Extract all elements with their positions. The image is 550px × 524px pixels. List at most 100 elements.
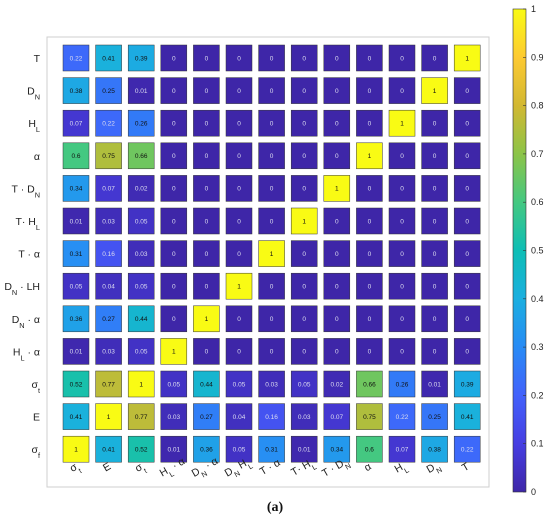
heatmap-cell	[388, 44, 416, 72]
heatmap-cell	[356, 338, 383, 365]
cell-value-label: 0	[172, 218, 176, 225]
cell-value-label: 0	[433, 153, 437, 160]
heatmap-cell	[127, 77, 155, 104]
cell-value-label: 0.39	[461, 381, 474, 388]
heatmap-cell	[95, 109, 122, 137]
heatmap-cell	[225, 338, 253, 365]
heatmap-cell	[388, 370, 416, 398]
heatmap-cell	[421, 272, 448, 300]
heatmap-cell	[388, 272, 416, 300]
heatmap-cell	[258, 175, 285, 202]
cell-value-label: 0	[270, 218, 274, 225]
cell-value-label: 1	[400, 121, 404, 128]
heatmap-cell	[388, 305, 416, 333]
cell-value-label: 0.34	[70, 186, 83, 193]
heatmap-cell	[160, 44, 188, 72]
colorbar-tick-label: 0.8	[531, 101, 544, 111]
cell-value-label: 0.03	[102, 218, 115, 225]
row-tick-label: DN	[27, 86, 40, 102]
cell-value-label: 1	[465, 55, 469, 62]
cell-value-label: 0.77	[102, 381, 115, 388]
cell-value-label: 0.07	[330, 414, 343, 421]
heatmap-cell	[290, 403, 318, 430]
cell-value-label: 0	[302, 121, 306, 128]
heatmap-cell	[62, 338, 90, 365]
heatmap-cell	[193, 272, 220, 300]
cell-value-label: 0.31	[265, 447, 278, 454]
heatmap-cell	[127, 305, 155, 333]
cell-value-label: 0.02	[135, 186, 148, 193]
cell-value-label: 0	[335, 284, 339, 291]
heatmap-cell	[225, 175, 253, 202]
cell-value-label: 0.07	[102, 186, 115, 193]
heatmap-cell	[356, 44, 383, 72]
heatmap-cell	[160, 305, 188, 333]
heatmap-cell	[225, 109, 253, 137]
column-tick-label: σt	[68, 460, 83, 478]
cell-value-label: 1	[205, 316, 209, 323]
cell-value-label: 1	[433, 88, 437, 95]
heatmap-cells: 0.22 0.41 0.39 0 0 0 0 0 0 0 0 0 1 0.38 0.25 0.01 0 0 0 0 0 0…	[62, 44, 481, 463]
cell-value-label: 0	[237, 153, 241, 160]
heatmap-cell	[225, 305, 253, 333]
heatmap-cell	[62, 77, 90, 104]
cell-value-label: 1	[139, 381, 143, 388]
cell-value-label: 0.26	[396, 381, 409, 388]
heatmap-cell	[290, 44, 318, 72]
colorbar-tick-label: 1	[531, 4, 536, 14]
heatmap-cell	[225, 207, 253, 235]
colorbar-tick-label: 0.6	[531, 197, 544, 207]
heatmap-cell	[258, 77, 285, 104]
cell-value-label: 0.27	[200, 414, 213, 421]
cell-value-label: 0	[368, 349, 372, 356]
cell-value-label: 0	[302, 349, 306, 356]
cell-value-label: 0.05	[298, 381, 311, 388]
cell-value-label: 0	[270, 316, 274, 323]
cell-value-label: 0	[433, 55, 437, 62]
heatmap-cell	[62, 370, 90, 398]
cell-value-label: 0.07	[396, 447, 409, 454]
cell-value-label: 0	[465, 153, 469, 160]
heatmap-cell	[323, 207, 351, 235]
heatmap-cell	[356, 77, 383, 104]
cell-value-label: 0.05	[135, 349, 148, 356]
cell-value-label: 0	[335, 218, 339, 225]
cell-value-label: 0	[400, 251, 404, 258]
heatmap-cell	[127, 109, 155, 137]
plot-frame	[46, 36, 490, 488]
cell-value-label: 0.03	[135, 251, 148, 258]
heatmap-cell	[95, 305, 122, 333]
heatmap-cell	[290, 175, 318, 202]
cell-value-label: 0	[465, 284, 469, 291]
heatmap-cell	[225, 435, 253, 463]
heatmap-cell	[290, 109, 318, 137]
cell-value-label: 0.02	[330, 381, 343, 388]
cell-value-label: 0	[335, 251, 339, 258]
heatmap-cell	[356, 435, 383, 463]
heatmap-cell	[453, 44, 481, 72]
cell-value-label: 0	[400, 218, 404, 225]
heatmap-cell	[160, 77, 188, 104]
cell-value-label: 0	[237, 218, 241, 225]
colorbar-tick-label: 0.3	[531, 342, 544, 352]
heatmap-cell	[388, 77, 416, 104]
cell-value-label: 0	[400, 88, 404, 95]
cell-value-label: 1	[270, 251, 274, 258]
heatmap-cell	[225, 272, 253, 300]
cell-value-label: 0.27	[102, 316, 115, 323]
heatmap-cell	[356, 240, 383, 267]
cell-value-label: 0	[368, 316, 372, 323]
heatmap-cell	[225, 403, 253, 430]
cell-value-label: 0	[335, 153, 339, 160]
column-tick-label: α	[362, 461, 373, 474]
heatmap-cell	[290, 240, 318, 267]
cell-value-label: 0	[205, 284, 209, 291]
heatmap-cell	[225, 77, 253, 104]
heatmap-cell	[160, 338, 188, 365]
cell-value-label: 0	[237, 121, 241, 128]
heatmap-cell	[160, 370, 188, 398]
heatmap-cell	[62, 240, 90, 267]
cell-value-label: 0	[400, 349, 404, 356]
heatmap-chart: 0.22 0.41 0.39 0 0 0 0 0 0 0 0 0 10.38 0.25 0.01 0 0 0 0 0 0…	[4, 4, 544, 497]
cell-value-label: 0.22	[102, 121, 115, 128]
